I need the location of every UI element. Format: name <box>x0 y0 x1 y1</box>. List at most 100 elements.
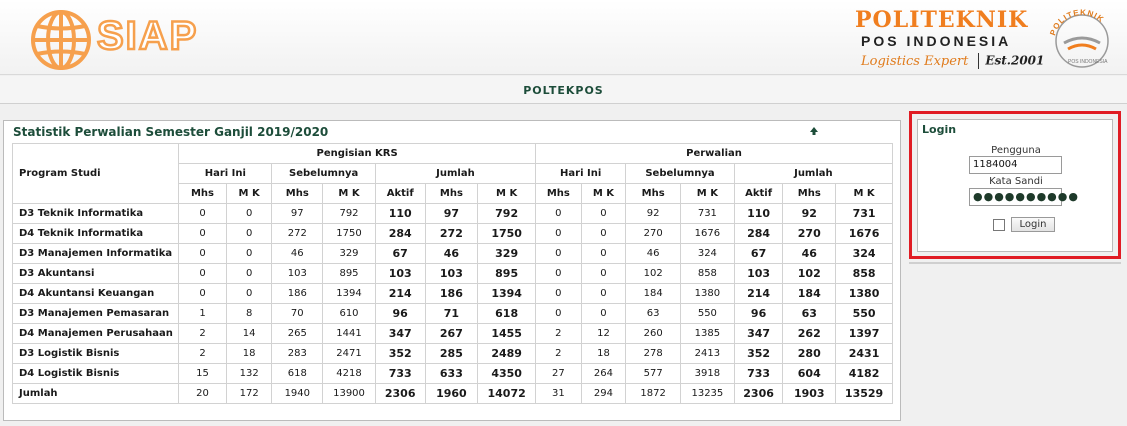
krs-value-cell: 1394 <box>477 283 537 304</box>
per-value-cell: 1872 <box>625 383 682 404</box>
krs-value-cell: 0 <box>225 263 273 284</box>
remember-checkbox[interactable] <box>993 219 1005 231</box>
krs-value-cell: 103 <box>424 263 479 284</box>
krs-value-cell: 610 <box>322 303 376 324</box>
krs-value-cell: 0 <box>178 283 227 304</box>
table-row: D3 Logistik Bisnis 2 18 283 2471 352 285 2489 2 1… <box>11 343 893 364</box>
krs-value-cell: 172 <box>225 383 273 404</box>
per-value-cell: 1380 <box>835 283 893 304</box>
header-krs-sb-mk: M K <box>322 183 376 204</box>
per-value-cell: 0 <box>535 303 582 324</box>
password-label: Kata Sandi <box>989 176 1043 187</box>
per-value-cell: 1397 <box>835 323 893 344</box>
per-value-cell: 184 <box>625 283 682 304</box>
header-krs-jm-aktif: Aktif <box>374 183 426 204</box>
per-value-cell: 2306 <box>733 383 784 404</box>
krs-value-cell: 132 <box>225 363 273 384</box>
header-per-hari-ini: Hari Ini <box>535 163 627 184</box>
header-krs-hi-mhs: Mhs <box>178 183 227 204</box>
per-value-cell: 284 <box>733 223 784 244</box>
prodi-cell: D3 Teknik Informatika <box>11 203 180 224</box>
per-value-cell: 46 <box>625 243 682 264</box>
krs-value-cell: 15 <box>178 363 227 384</box>
per-value-cell: 12 <box>580 323 627 344</box>
krs-value-cell: 1750 <box>322 223 376 244</box>
krs-value-cell: 186 <box>271 283 324 304</box>
table-row: D3 Manajemen Pemasaran 1 8 70 610 96 71 618 0 0 63… <box>11 303 893 324</box>
krs-value-cell: 329 <box>322 243 376 264</box>
krs-value-cell: 2489 <box>477 343 537 364</box>
header-per-sb-mhs: Mhs <box>625 183 682 204</box>
prodi-cell: D4 Teknik Informatika <box>11 223 180 244</box>
per-value-cell: 264 <box>580 363 627 384</box>
header-per-sebelumnya: Sebelumnya <box>625 163 735 184</box>
krs-value-cell: 1441 <box>322 323 376 344</box>
collapse-arrow-icon[interactable] <box>809 126 819 136</box>
krs-value-cell: 0 <box>225 203 273 224</box>
per-value-cell: 67 <box>733 243 784 264</box>
krs-value-cell: 633 <box>424 363 479 384</box>
table-row: D4 Teknik Informatika 0 0 272 1750 284 272 1750… <box>11 223 893 244</box>
header-krs-hi-mk: M K <box>225 183 273 204</box>
per-value-cell: 733 <box>733 363 784 384</box>
login-button[interactable]: Login <box>1011 217 1055 232</box>
prodi-cell: D4 Akuntansi Keuangan <box>11 283 180 304</box>
site-header: SIAP POLITEKNIK POS INDONESIA Logistics … <box>0 0 1127 75</box>
per-value-cell: 1385 <box>680 323 735 344</box>
per-value-cell: 278 <box>625 343 682 364</box>
per-value-cell: 103 <box>733 263 784 284</box>
table-row: D4 Logistik Bisnis 15 132 618 4218 733 633 4350… <box>11 363 893 384</box>
per-value-cell: 96 <box>733 303 784 324</box>
per-value-cell: 352 <box>733 343 784 364</box>
table-row: D4 Manajemen Perusahaan 2 14 265 1441 347 267 1… <box>11 323 893 344</box>
krs-value-cell: 214 <box>374 283 426 304</box>
krs-value-cell: 895 <box>322 263 376 284</box>
krs-value-cell: 13900 <box>322 383 376 404</box>
header-pengisian-krs: Pengisian KRS <box>178 143 537 164</box>
password-field[interactable]: ●●●●●●●●●● <box>969 188 1078 206</box>
krs-value-cell: 70 <box>271 303 324 324</box>
krs-value-cell: 347 <box>374 323 426 344</box>
prodi-cell: D3 Manajemen Informatika <box>11 243 180 264</box>
krs-value-cell: 2471 <box>322 343 376 364</box>
per-value-cell: 262 <box>782 323 837 344</box>
header-per-hi-mhs: Mhs <box>535 183 582 204</box>
krs-value-cell: 1960 <box>424 383 479 404</box>
per-value-cell: 18 <box>580 343 627 364</box>
per-value-cell: 2 <box>535 343 582 364</box>
krs-value-cell: 0 <box>178 223 227 244</box>
per-value-cell: 4182 <box>835 363 893 384</box>
krs-value-cell: 284 <box>374 223 426 244</box>
login-title: Login <box>922 123 957 136</box>
username-label: Pengguna <box>991 145 1041 156</box>
per-value-cell: 0 <box>580 223 627 244</box>
per-value-cell: 604 <box>782 363 837 384</box>
krs-value-cell: 0 <box>225 223 273 244</box>
prodi-cell: D4 Logistik Bisnis <box>11 363 180 384</box>
per-value-cell: 0 <box>535 243 582 264</box>
per-value-cell: 550 <box>680 303 735 324</box>
per-value-cell: 280 <box>782 343 837 364</box>
statistics-panel-header: Statistik Perwalian Semester Ganjil 2019… <box>4 121 900 140</box>
per-value-cell: 46 <box>782 243 837 264</box>
krs-value-cell: 0 <box>225 243 273 264</box>
per-value-cell: 92 <box>782 203 837 224</box>
statistics-table-body: D3 Teknik Informatika 0 0 97 792 110 97 792 0 0 92… <box>11 203 893 404</box>
krs-value-cell: 2 <box>178 343 227 364</box>
krs-value-cell: 352 <box>374 343 426 364</box>
institution-subname: POS INDONESIA <box>861 33 1012 49</box>
per-value-cell: 184 <box>782 283 837 304</box>
username-field[interactable]: 1184004 <box>969 156 1062 174</box>
navbar-brand-link[interactable]: POLTEKPOS <box>523 84 604 97</box>
header-krs-jm-mk: M K <box>477 183 537 204</box>
header-per-hi-mk: M K <box>580 183 627 204</box>
per-value-cell: 1676 <box>835 223 893 244</box>
prodi-cell: D3 Manajemen Pemasaran <box>11 303 180 324</box>
per-value-cell: 550 <box>835 303 893 324</box>
per-value-cell: 0 <box>580 203 627 224</box>
per-value-cell: 0 <box>535 283 582 304</box>
per-value-cell: 214 <box>733 283 784 304</box>
krs-value-cell: 733 <box>374 363 426 384</box>
institution-seal-icon: POLITEKNIK POS INDONESIA <box>1048 8 1109 68</box>
per-value-cell: 858 <box>835 263 893 284</box>
